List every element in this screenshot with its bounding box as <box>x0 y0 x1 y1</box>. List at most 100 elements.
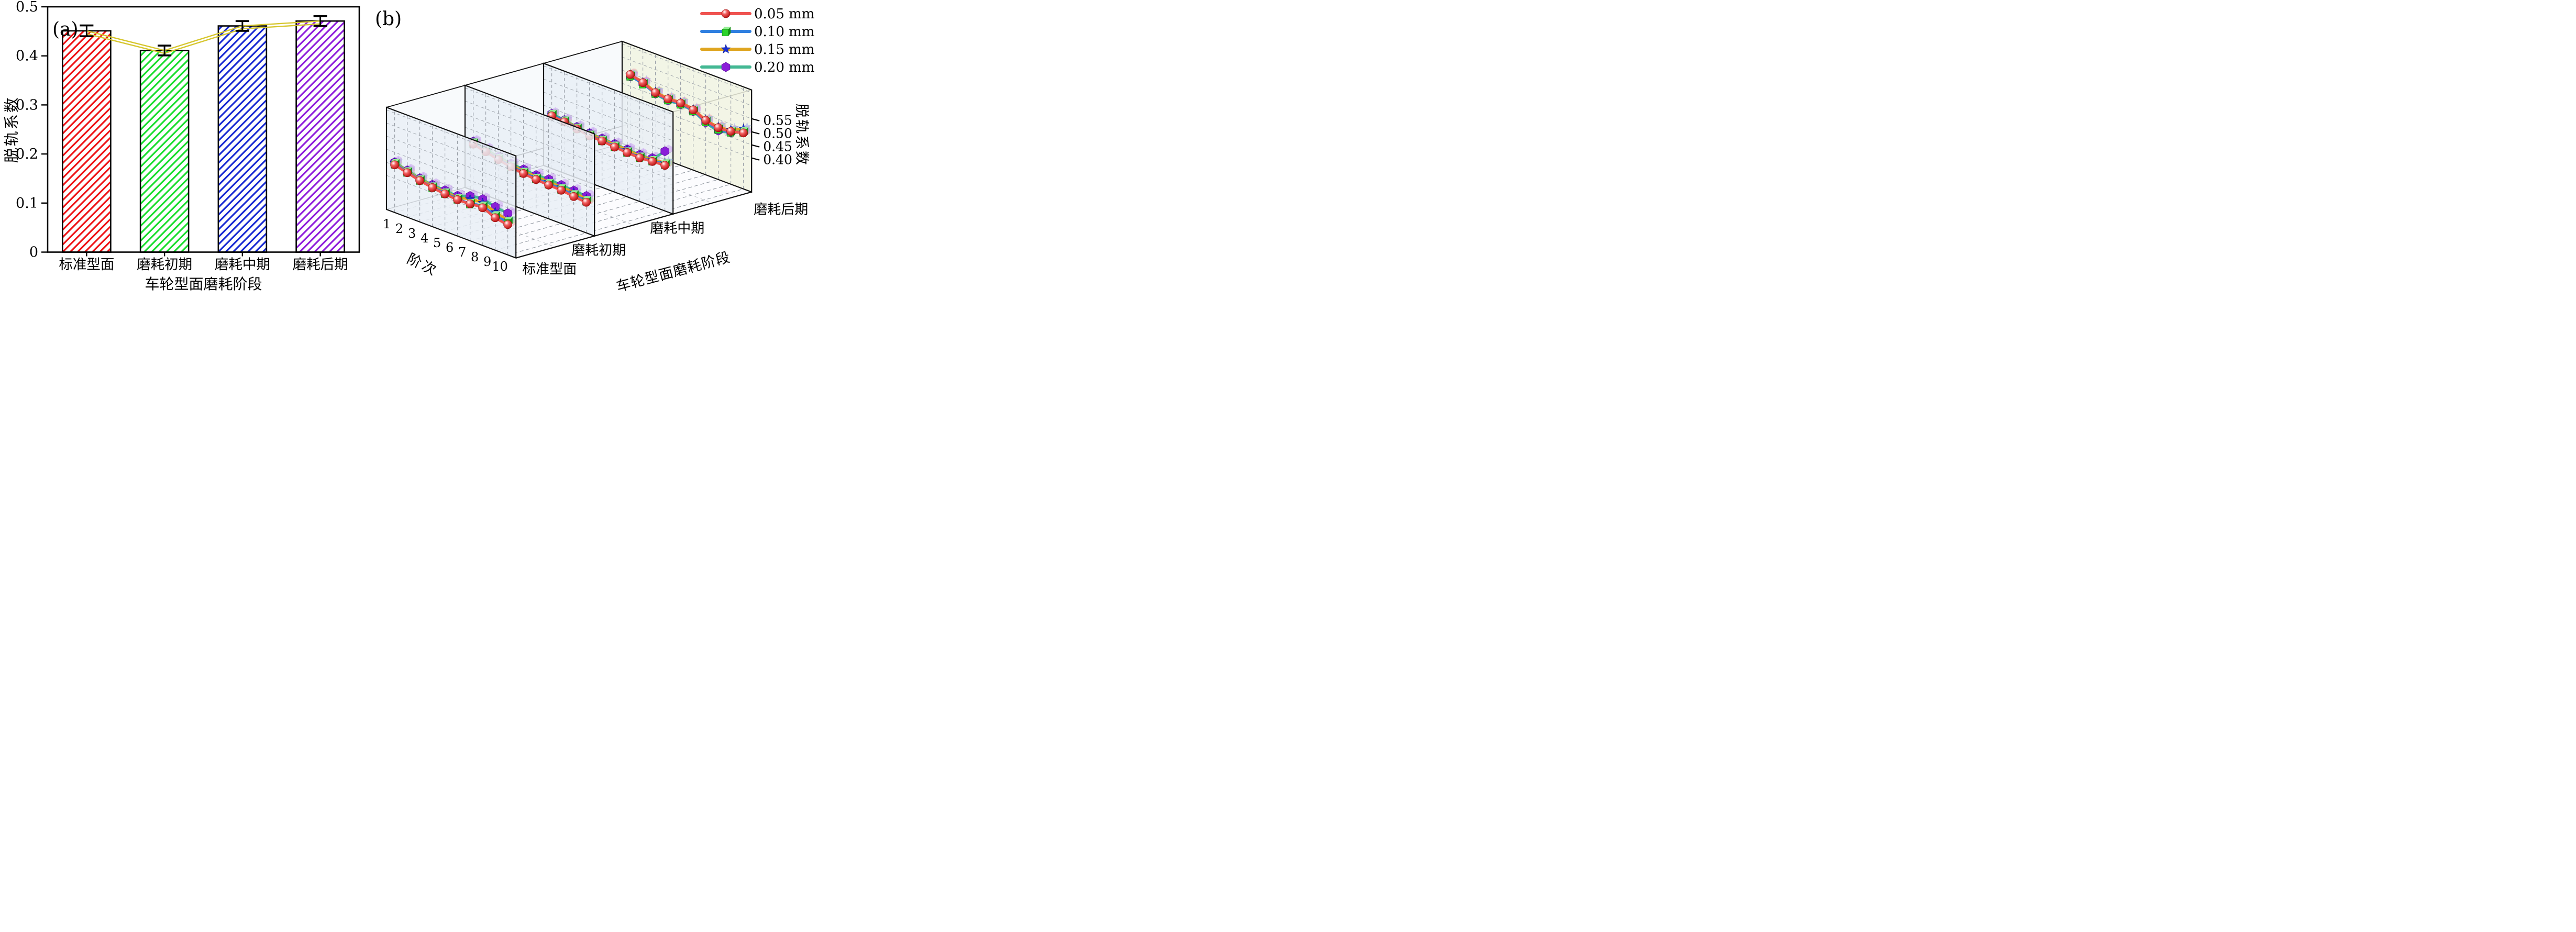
bar-chart-panel: (a) 0 0.1 0.2 0.3 0.4 0.5 标准型面 磨耗初期 磨耗中期 磨耗后期车轮型面… <box>0 0 367 296</box>
sphere-marker-icon <box>638 78 647 87</box>
order-tick-label: 2 <box>395 221 403 236</box>
stage-label: 磨耗初期 <box>571 243 626 259</box>
y-axis: 0 0.1 0.2 0.3 0.4 0.5 <box>16 0 48 261</box>
y-axis-title: 脱轨系数 <box>3 96 20 163</box>
legend-label: 0.20 mm <box>754 60 814 75</box>
z-tick-label: 0.50 <box>763 126 792 141</box>
legend-label: 0.15 mm <box>754 42 814 58</box>
sphere-marker-icon <box>491 213 500 223</box>
sphere-marker-icon <box>689 105 698 115</box>
sphere-marker-icon <box>569 192 578 201</box>
sphere-marker-icon <box>664 94 672 104</box>
line3d-chart-panel: (b) 0.40 0.45 0.50 0.55 脱轨系数 1 2 3 4 5 6 7 8 9 10 阶次 标准型… <box>367 0 817 296</box>
sphere-marker-icon <box>557 186 566 195</box>
sphere-marker-icon <box>726 127 735 136</box>
sphere-marker-icon <box>440 190 449 198</box>
x-category-label: 标准型面 <box>59 257 114 273</box>
sphere-marker-icon <box>651 88 660 97</box>
order-axis: 1 2 3 4 5 6 7 8 9 10 <box>383 217 508 274</box>
sphere-marker-icon <box>519 169 528 178</box>
sphere-marker-icon <box>739 128 748 138</box>
order-tick-label: 3 <box>408 226 416 241</box>
sphere-marker-icon <box>453 195 462 204</box>
y-tick-label: 0.2 <box>16 146 38 162</box>
y-tick-label: 0 <box>29 245 38 261</box>
bar-磨耗初期 <box>139 50 190 253</box>
order-axis-title: 阶次 <box>404 251 440 280</box>
plot-frame <box>47 6 360 253</box>
legend-item-0.15 mm: 0.15 mm <box>700 42 814 58</box>
sphere-marker-icon <box>610 142 619 152</box>
x-category-label: 磨耗后期 <box>293 257 348 273</box>
stage-axis-title: 车轮型面磨耗阶段 <box>615 249 732 295</box>
sphere-marker-icon <box>660 161 669 170</box>
x-axis-title: 车轮型面磨耗阶段 <box>145 275 262 293</box>
order-tick-label: 4 <box>421 231 428 246</box>
sphere-marker-icon <box>478 203 487 213</box>
error-bars <box>80 15 327 57</box>
bar-磨耗后期 <box>295 20 345 253</box>
cube-marker-icon <box>722 27 731 36</box>
legend-label: 0.10 mm <box>754 24 814 40</box>
sphere-marker-icon <box>701 116 710 125</box>
x-axis: 标准型面 磨耗初期 磨耗中期 磨耗后期 <box>59 252 348 273</box>
order-tick-label: 6 <box>446 240 454 255</box>
z-tick-label: 0.55 <box>763 113 792 128</box>
legend-item-0.05 mm: 0.05 mm <box>700 6 814 22</box>
hexagon-marker-icon <box>660 146 669 157</box>
panel-b-label: (b) <box>375 8 402 30</box>
sphere-marker-icon <box>390 160 399 170</box>
wall-标准型面 <box>385 106 517 259</box>
sphere-marker-icon <box>428 183 437 192</box>
hexagon-marker-icon <box>503 208 512 218</box>
sphere-marker-icon <box>721 9 731 18</box>
star-marker-icon <box>721 43 731 54</box>
z-tick-label: 0.40 <box>763 152 792 168</box>
bar-磨耗中期 <box>217 25 268 253</box>
z-axis: 0.400.450.500.55 <box>751 113 792 168</box>
order-tick-label: 1 <box>383 217 391 231</box>
wall-磨耗后期 <box>621 40 753 193</box>
stage-label: 标准型面 <box>522 262 577 278</box>
sphere-marker-icon <box>532 175 540 184</box>
legend-item-0.20 mm: 0.20 mm <box>700 60 814 75</box>
z-axis-title: 脱轨系数 <box>793 104 810 167</box>
bar-chart-canvas: 0 0.1 0.2 0.3 0.4 0.5 标准型面 磨耗初期 磨耗中期 磨耗后期车轮型面磨耗阶段… <box>3 0 360 293</box>
sphere-marker-icon <box>623 148 632 157</box>
x-category-label: 磨耗中期 <box>215 257 270 273</box>
sphere-marker-icon <box>598 137 606 146</box>
sphere-marker-icon <box>503 220 512 229</box>
stage-label: 磨耗后期 <box>754 202 808 218</box>
y-tick-label: 0.5 <box>16 0 38 15</box>
bar-标准型面 <box>62 30 112 253</box>
stage-labels: 标准型面 磨耗初期 磨耗中期 磨耗后期 <box>522 202 808 278</box>
sphere-marker-icon <box>635 153 644 162</box>
order-tick-label: 10 <box>492 259 508 274</box>
sphere-marker-icon <box>648 157 657 166</box>
sphere-marker-icon <box>415 176 424 185</box>
series-0.05 mm-wall-标准型面 <box>390 160 512 229</box>
y-tick-label: 0.1 <box>16 195 38 212</box>
legend: 0.05 mm 0.10 mm 0.15 mm 0.20 mm <box>700 6 814 75</box>
sphere-marker-icon <box>626 70 635 79</box>
sphere-marker-icon <box>544 181 553 190</box>
z-tick-label: 0.45 <box>763 139 792 154</box>
series-0.05 mm-wall-磨耗后期 <box>626 70 748 138</box>
hexagon-marker-icon <box>721 62 731 72</box>
y-tick-label: 0.4 <box>16 48 38 64</box>
x-category-label: 磨耗初期 <box>137 257 192 273</box>
y-tick-label: 0.3 <box>16 97 38 113</box>
stage-label: 磨耗中期 <box>650 221 704 237</box>
order-tick-label: 5 <box>433 236 441 250</box>
sphere-marker-icon <box>676 98 685 108</box>
legend-item-0.10 mm: 0.10 mm <box>700 24 814 40</box>
legend-label: 0.05 mm <box>754 6 814 22</box>
bars-group <box>62 20 345 253</box>
panel-a-label: (a) <box>52 19 79 40</box>
sphere-marker-icon <box>582 198 591 207</box>
sphere-marker-icon <box>403 168 412 177</box>
connector-line <box>86 20 320 54</box>
sphere-marker-icon <box>714 123 723 132</box>
order-tick-label: 7 <box>458 245 466 260</box>
